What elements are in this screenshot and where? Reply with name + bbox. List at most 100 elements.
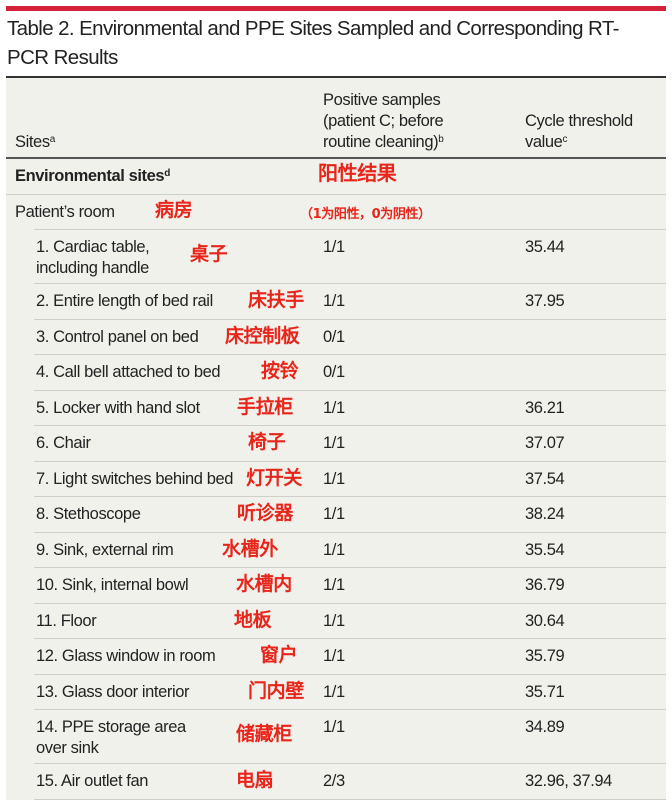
site-cell: 15. Air outlet fan	[36, 772, 149, 790]
ct-cell: 30.64	[525, 611, 565, 630]
table-row: 10. Sink, internal bowl 1/1 36.79 水槽内	[6, 568, 666, 604]
row-divider	[34, 318, 666, 320]
table-row: 4. Call bell attached to bed 0/1 按铃	[6, 355, 666, 391]
section-row: Environmental sitesd 阳性结果	[6, 159, 666, 195]
positive-cell: 1/1	[323, 238, 345, 256]
row-divider	[34, 709, 666, 710]
ct-cell: 36.21	[525, 398, 565, 417]
row-divider	[34, 389, 666, 391]
subsection-label: Patient’s room	[15, 203, 115, 221]
table-row: 15. Air outlet fan 2/3 32.96, 37.94 电扇	[6, 764, 666, 800]
table-row: 5. Locker with hand slot 1/1 36.21 手拉柜	[6, 391, 666, 426]
ct-cell: 35.44	[525, 238, 565, 256]
header-positive: Positive samples (patient C; before rout…	[323, 91, 444, 151]
annotation-label: 手拉柜	[237, 395, 293, 418]
section-label: Environmental sitesd	[15, 167, 170, 185]
table-row: 6. Chair 1/1 37.07 椅子	[6, 426, 666, 462]
annotation-legend-note: （1为阳性，0为阴性）	[300, 207, 431, 222]
table-row: 2. Entire length of bed rail 1/1 37.95 床扶手	[6, 284, 666, 320]
positive-cell: 1/1	[323, 434, 345, 452]
row-divider	[34, 496, 666, 497]
annotation-room: 病房	[155, 199, 193, 221]
row-divider	[34, 460, 666, 462]
annotation-label: 储藏柜	[236, 723, 292, 745]
positive-cell: 1/1	[323, 540, 345, 559]
site-cell: 14. PPE storage area over sink	[36, 718, 186, 757]
annotation-positive-result: 阳性结果	[318, 161, 397, 185]
positive-cell: 1/1	[323, 469, 345, 488]
annotation-label: 电扇	[236, 769, 274, 791]
site-cell: 3. Control panel on bed	[36, 327, 199, 346]
site-cell: 13. Glass door interior	[36, 682, 190, 701]
annotation-label: 门内壁	[248, 679, 304, 702]
annotation-label: 窗户	[260, 644, 298, 666]
row-divider	[34, 602, 666, 604]
annotation-label: 按铃	[261, 360, 299, 382]
row-divider	[34, 638, 666, 639]
table-row: 13. Glass door interior 1/1 35.71 门内壁	[6, 675, 666, 710]
positive-cell: 1/1	[323, 718, 345, 736]
ct-cell: 37.95	[525, 292, 565, 310]
positive-cell: 1/1	[323, 647, 345, 665]
table-row: 9. Sink, external rim 1/1 35.54 水槽外	[6, 533, 666, 568]
subsection-row: Patient’s room 病房 （1为阳性，0为阴性）	[6, 195, 666, 230]
ct-cell: 35.71	[525, 682, 565, 701]
row-divider	[34, 798, 666, 800]
annotation-label: 地板	[234, 608, 272, 631]
row-divider	[34, 283, 666, 284]
ct-cell: 37.07	[525, 434, 565, 452]
positive-cell: 1/1	[323, 611, 345, 630]
table-row: 12. Glass window in room 1/1 35.79 窗户	[6, 639, 666, 675]
positive-cell: 2/3	[323, 772, 345, 790]
positive-cell: 0/1	[323, 327, 345, 346]
table-row: 14. PPE storage area over sink 1/1 34.89 储藏…	[6, 710, 666, 764]
positive-cell: 1/1	[323, 576, 345, 594]
annotation-label: 椅子	[248, 431, 286, 453]
ct-cell: 35.79	[525, 647, 565, 665]
site-cell: 2. Entire length of bed rail	[36, 292, 213, 310]
row-divider	[34, 763, 666, 764]
table-row: 8. Stethoscope 1/1 38.24 听诊器	[6, 497, 666, 533]
site-cell: 1. Cardiac table, including handle	[36, 238, 150, 277]
accent-bar	[6, 6, 666, 11]
annotation-label: 听诊器	[237, 502, 293, 524]
row-divider	[34, 354, 666, 355]
ct-cell: 38.24	[525, 505, 565, 523]
annotation-label: 桌子	[190, 243, 228, 265]
ct-cell: 34.89	[525, 718, 565, 736]
site-cell: 7. Light switches behind bed	[36, 469, 234, 488]
table-row: 3. Control panel on bed 0/1 床控制板	[6, 320, 666, 355]
site-cell: 10. Sink, internal bowl	[36, 576, 189, 594]
annotation-label: 床控制板	[225, 324, 300, 347]
row-divider	[34, 673, 666, 675]
site-cell: 12. Glass window in room	[36, 647, 216, 665]
ct-cell: 35.54	[525, 540, 565, 559]
site-cell: 9. Sink, external rim	[36, 540, 174, 559]
table-row: 7. Light switches behind bed 1/1 37.54 灯开关	[6, 462, 666, 497]
table-row: 11. Floor 1/1 30.64 地板	[6, 604, 666, 639]
positive-cell: 1/1	[323, 292, 345, 310]
positive-cell: 1/1	[323, 398, 345, 417]
ct-cell: 37.54	[525, 469, 565, 488]
annotation-label: 床扶手	[248, 289, 304, 311]
site-cell: 5. Locker with hand slot	[36, 398, 200, 417]
ct-cell: 32.96, 37.94	[525, 772, 612, 790]
row-divider	[34, 531, 666, 533]
table-row: 1. Cardiac table, including handle 1/1 35.…	[6, 230, 666, 284]
row-divider	[34, 425, 666, 426]
site-cell: 4. Call bell attached to bed	[36, 363, 221, 381]
positive-cell: 0/1	[323, 363, 345, 381]
results-table: Sitesa Positive samples (patient C; befo…	[6, 76, 666, 800]
annotation-label: 水槽内	[236, 573, 292, 595]
site-cell: 11. Floor	[36, 611, 97, 630]
table-title: Table 2. Environmental and PPE Sites Sam…	[7, 17, 619, 69]
site-cell: 8. Stethoscope	[36, 505, 141, 523]
annotation-label: 灯开关	[246, 466, 302, 489]
ct-cell: 36.79	[525, 576, 565, 594]
header-cycle: Cycle threshold valuec	[525, 112, 633, 151]
positive-cell: 1/1	[323, 682, 345, 701]
annotation-label: 水槽外	[222, 537, 278, 560]
row-divider	[34, 567, 666, 568]
table-header: Sitesa Positive samples (patient C; befo…	[6, 78, 666, 159]
header-sites: Sitesa	[15, 133, 55, 151]
